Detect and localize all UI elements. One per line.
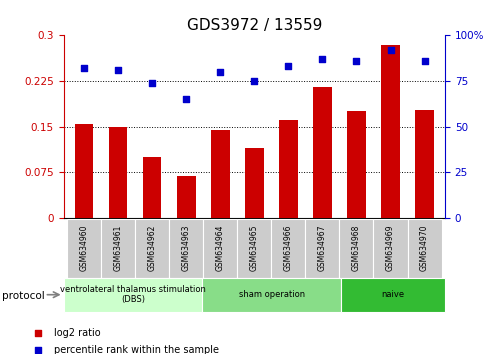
Bar xyxy=(210,130,229,218)
Point xyxy=(367,155,375,160)
Bar xyxy=(380,45,399,218)
Bar xyxy=(312,87,331,218)
Text: protocol: protocol xyxy=(2,291,45,301)
Bar xyxy=(75,124,93,218)
Bar xyxy=(203,219,237,278)
Bar xyxy=(271,219,305,278)
Text: GSM634966: GSM634966 xyxy=(283,224,292,271)
Point xyxy=(182,96,190,102)
Bar xyxy=(305,219,339,278)
Point xyxy=(148,80,156,86)
Point xyxy=(386,47,394,53)
Bar xyxy=(278,120,297,218)
Text: GSM634969: GSM634969 xyxy=(385,224,394,271)
Bar xyxy=(237,219,271,278)
Bar xyxy=(202,278,340,312)
Bar xyxy=(339,219,373,278)
Text: ventrolateral thalamus stimulation
(DBS): ventrolateral thalamus stimulation (DBS) xyxy=(60,285,205,304)
Text: naive: naive xyxy=(381,290,404,299)
Text: GSM634960: GSM634960 xyxy=(80,224,88,271)
Point xyxy=(216,69,224,75)
Point xyxy=(80,65,88,71)
Point xyxy=(420,58,427,64)
Bar xyxy=(169,219,203,278)
Point xyxy=(352,58,360,64)
Bar xyxy=(244,148,263,218)
Bar xyxy=(101,219,135,278)
Text: GSM634968: GSM634968 xyxy=(351,224,360,270)
Text: GSM634967: GSM634967 xyxy=(317,224,326,271)
Point xyxy=(367,316,375,321)
Text: GSM634970: GSM634970 xyxy=(419,224,428,271)
Text: GSM634961: GSM634961 xyxy=(113,224,122,270)
Text: sham operation: sham operation xyxy=(238,290,304,299)
Text: GSM634965: GSM634965 xyxy=(249,224,258,271)
Bar xyxy=(67,219,101,278)
Point xyxy=(284,64,292,69)
Title: GDS3972 / 13559: GDS3972 / 13559 xyxy=(186,18,321,33)
Bar xyxy=(142,157,161,218)
Text: GSM634964: GSM634964 xyxy=(215,224,224,271)
Bar xyxy=(373,219,407,278)
Point xyxy=(114,67,122,73)
Bar xyxy=(177,176,195,218)
Text: percentile rank within the sample: percentile rank within the sample xyxy=(54,346,218,354)
Bar xyxy=(414,109,433,218)
Bar xyxy=(346,112,365,218)
Bar xyxy=(407,219,441,278)
Bar xyxy=(63,278,202,312)
Bar xyxy=(340,278,444,312)
Point xyxy=(250,78,258,84)
Bar xyxy=(135,219,169,278)
Text: log2 ratio: log2 ratio xyxy=(54,328,100,338)
Text: GSM634963: GSM634963 xyxy=(182,224,190,271)
Bar xyxy=(108,127,127,218)
Text: GSM634962: GSM634962 xyxy=(147,224,156,270)
Point xyxy=(318,56,325,62)
